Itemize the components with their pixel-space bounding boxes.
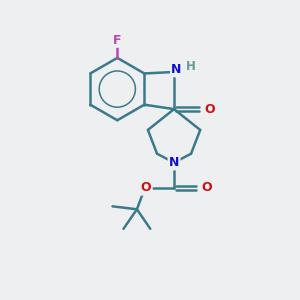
Text: O: O bbox=[201, 182, 212, 194]
Text: F: F bbox=[113, 34, 122, 46]
Text: N: N bbox=[171, 63, 182, 76]
Text: N: N bbox=[169, 156, 179, 169]
Text: H: H bbox=[185, 59, 195, 73]
Text: O: O bbox=[204, 103, 215, 116]
Text: O: O bbox=[140, 182, 151, 194]
